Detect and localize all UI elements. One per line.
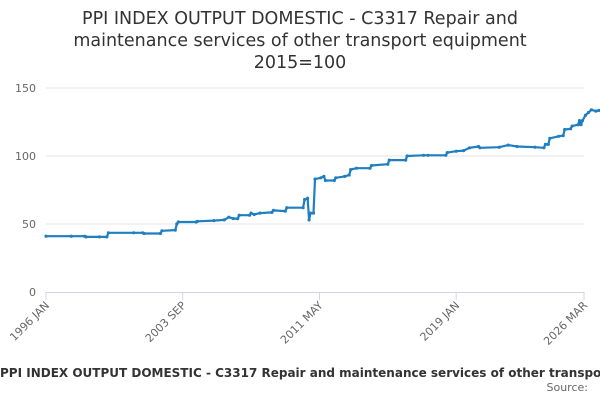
data-point[interactable] (258, 211, 262, 215)
data-point[interactable] (97, 235, 102, 239)
data-point[interactable] (237, 213, 241, 217)
data-point[interactable] (444, 153, 448, 157)
data-point[interactable] (176, 220, 180, 224)
data-point[interactable] (173, 228, 177, 232)
data-point[interactable] (426, 153, 430, 157)
data-point[interactable] (343, 174, 347, 178)
x-tick-label: 2026 MAR (541, 299, 590, 348)
data-point[interactable] (222, 218, 226, 222)
data-point[interactable] (543, 142, 548, 146)
data-point[interactable] (252, 212, 256, 217)
data-point[interactable] (212, 219, 216, 223)
legend-item[interactable]: PPI INDEX OUTPUT DOMESTIC - C3317 Repair… (0, 366, 600, 380)
data-point[interactable] (158, 231, 162, 236)
series-line[interactable] (46, 108, 600, 238)
data-point[interactable] (589, 108, 594, 112)
y-tick-label: 100 (15, 150, 36, 163)
data-point[interactable] (283, 209, 287, 213)
y-tick-label: 50 (22, 218, 36, 231)
data-point[interactable] (506, 143, 510, 147)
data-point[interactable] (583, 113, 588, 117)
data-point[interactable] (132, 231, 136, 235)
x-tick-label: 2011 MAY (278, 299, 326, 347)
data-point[interactable] (557, 134, 561, 138)
x-tick-label: 1996 JAN (7, 299, 52, 344)
data-point[interactable] (586, 110, 591, 115)
chart-title: PPI INDEX OUTPUT DOMESTIC - C3317 Repair… (0, 8, 600, 74)
data-point[interactable] (369, 163, 374, 168)
data-point[interactable] (84, 235, 88, 239)
data-point[interactable] (249, 211, 253, 215)
data-point[interactable] (142, 231, 146, 236)
data-point[interactable] (334, 176, 338, 180)
data-point[interactable] (236, 217, 240, 221)
data-point[interactable] (196, 219, 200, 223)
data-point[interactable] (271, 208, 275, 212)
data-point[interactable] (44, 234, 48, 238)
data-point[interactable] (69, 234, 73, 238)
data-point[interactable] (546, 142, 550, 146)
data-point[interactable] (106, 231, 110, 235)
data-point[interactable] (515, 144, 519, 149)
data-point[interactable] (597, 108, 600, 112)
data-point[interactable] (313, 177, 317, 181)
chart-title-line-1: PPI INDEX OUTPUT DOMESTIC - C3317 Repair… (82, 9, 518, 29)
data-point[interactable] (577, 119, 582, 123)
data-point[interactable] (160, 229, 164, 233)
data-point[interactable] (563, 127, 567, 132)
data-point[interactable] (569, 127, 573, 131)
data-point[interactable] (576, 123, 580, 127)
data-point[interactable] (322, 174, 326, 178)
data-point[interactable] (542, 146, 546, 150)
data-point[interactable] (285, 206, 289, 210)
data-point[interactable] (561, 134, 565, 138)
data-point[interactable] (355, 166, 359, 170)
x-tick-label: 2003 SEP (143, 299, 189, 345)
data-point[interactable] (319, 176, 323, 180)
data-point[interactable] (580, 119, 585, 123)
legend-label: PPI INDEX OUTPUT DOMESTIC - C3317 Repair… (0, 366, 600, 380)
data-point[interactable] (387, 158, 391, 162)
data-point[interactable] (445, 151, 449, 155)
data-point[interactable] (306, 196, 310, 200)
y-tick-label: 0 (29, 286, 36, 299)
y-tick-label: 150 (15, 82, 36, 95)
data-point[interactable] (548, 136, 552, 140)
data-point[interactable] (533, 145, 537, 149)
data-point[interactable] (462, 149, 466, 153)
chart-title-line-3: 2015=100 (253, 53, 347, 73)
data-point[interactable] (497, 145, 501, 149)
data-point[interactable] (311, 211, 316, 215)
data-point[interactable] (594, 109, 598, 113)
data-point[interactable] (570, 124, 574, 128)
chart-title-line-2: maintenance services of other transport … (73, 31, 527, 51)
data-point[interactable] (468, 146, 472, 150)
data-point[interactable] (105, 235, 109, 239)
data-point[interactable] (404, 158, 408, 162)
data-point[interactable] (347, 173, 351, 177)
data-point[interactable] (231, 217, 235, 221)
data-point[interactable] (478, 146, 482, 150)
data-point[interactable] (307, 218, 311, 222)
data-point[interactable] (332, 178, 336, 183)
data-point[interactable] (349, 168, 353, 172)
data-point[interactable] (454, 149, 458, 153)
data-point[interactable] (323, 178, 327, 183)
x-tick-label: 2019 JAN (418, 299, 463, 344)
data-point[interactable] (308, 211, 313, 215)
data-point[interactable] (227, 215, 231, 219)
data-point[interactable] (386, 162, 390, 166)
source-label[interactable]: Source: (546, 381, 589, 394)
data-point[interactable] (405, 154, 409, 158)
data-point[interactable] (301, 206, 305, 210)
data-point[interactable] (368, 166, 372, 170)
data-point[interactable] (421, 153, 426, 157)
data-point[interactable] (303, 197, 307, 202)
data-point[interactable] (579, 123, 583, 127)
